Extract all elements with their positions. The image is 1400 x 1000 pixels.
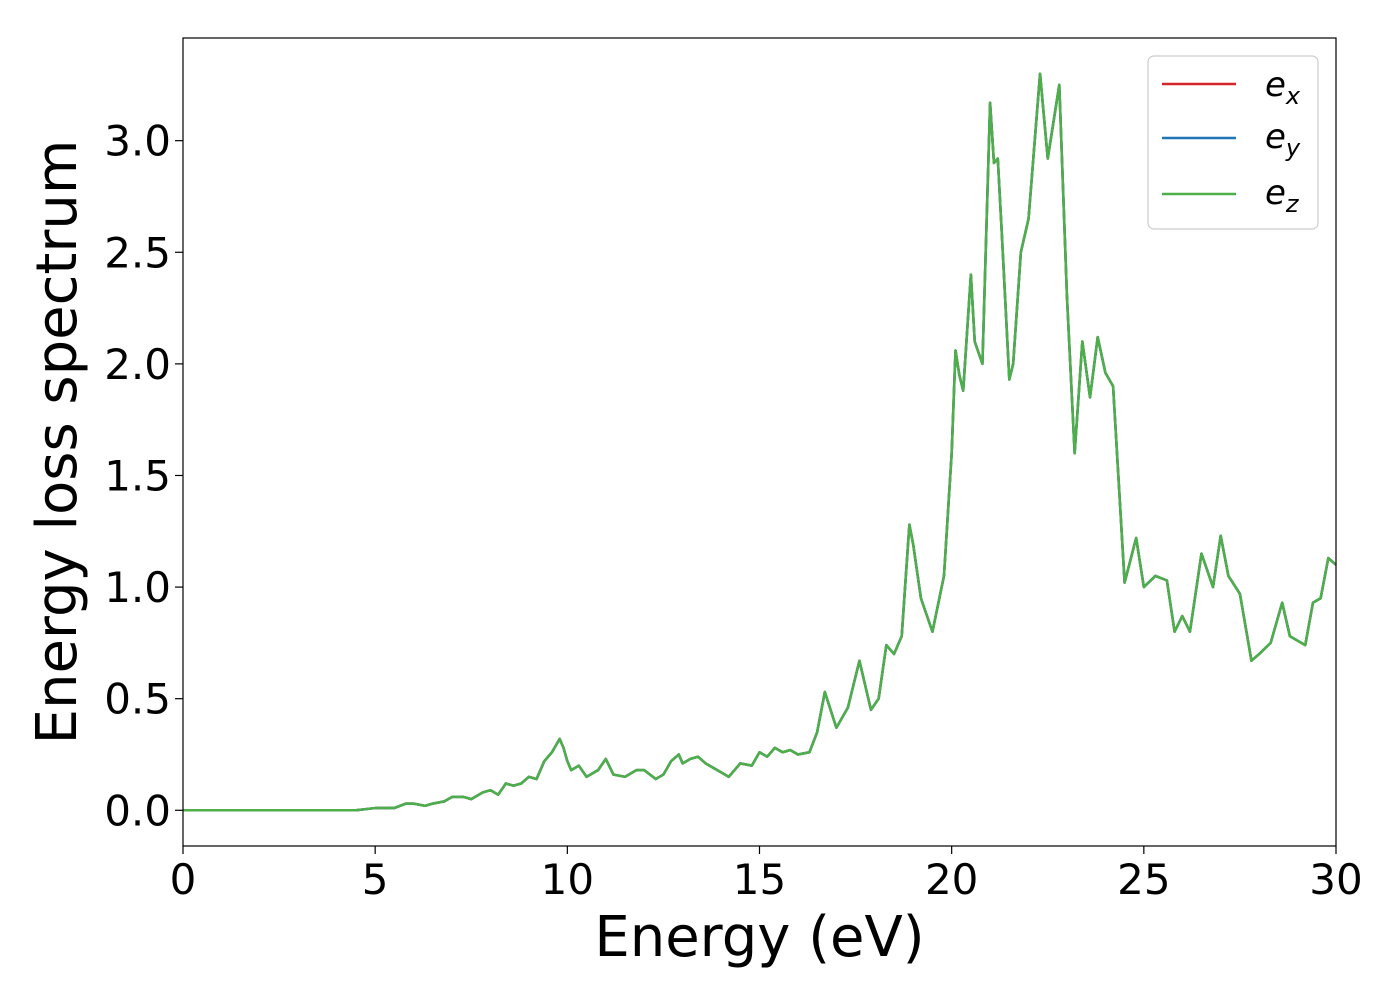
x-axis-title: Energy (eV) — [594, 905, 924, 970]
x-tick-label: 5 — [362, 855, 389, 904]
x-tick-label: 30 — [1309, 855, 1362, 904]
y-tick-label: 1.5 — [104, 451, 171, 500]
series-layer — [183, 72, 1337, 812]
y-tick-label: 1.0 — [104, 563, 171, 612]
y-tick-label: 2.0 — [104, 340, 171, 389]
legend-label-ez: ez — [1265, 173, 1300, 218]
series-line-ez — [183, 72, 1337, 812]
y-tick-label: 0.5 — [104, 675, 171, 724]
x-tick-label: 25 — [1117, 855, 1170, 904]
y-axis-ticks: 0.0 0.5 1.0 1.5 2.0 2.5 3.0 — [104, 117, 183, 835]
x-tick-label: 15 — [733, 855, 786, 904]
y-tick-label: 2.5 — [104, 228, 171, 277]
x-axis-ticks: 0 5 10 15 20 25 30 — [170, 846, 1363, 904]
legend: ex ey ez — [1147, 55, 1319, 230]
legend-box — [1147, 55, 1319, 230]
x-tick-label: 20 — [925, 855, 978, 904]
legend-label-ey: ey — [1265, 117, 1301, 162]
y-tick-label: 0.0 — [104, 786, 171, 835]
y-tick-label: 3.0 — [104, 117, 171, 166]
legend-label-ex: ex — [1265, 65, 1301, 110]
y-axis-title: Energy loss spectrum — [25, 140, 90, 745]
x-tick-label: 0 — [170, 855, 197, 904]
x-tick-label: 10 — [541, 855, 594, 904]
